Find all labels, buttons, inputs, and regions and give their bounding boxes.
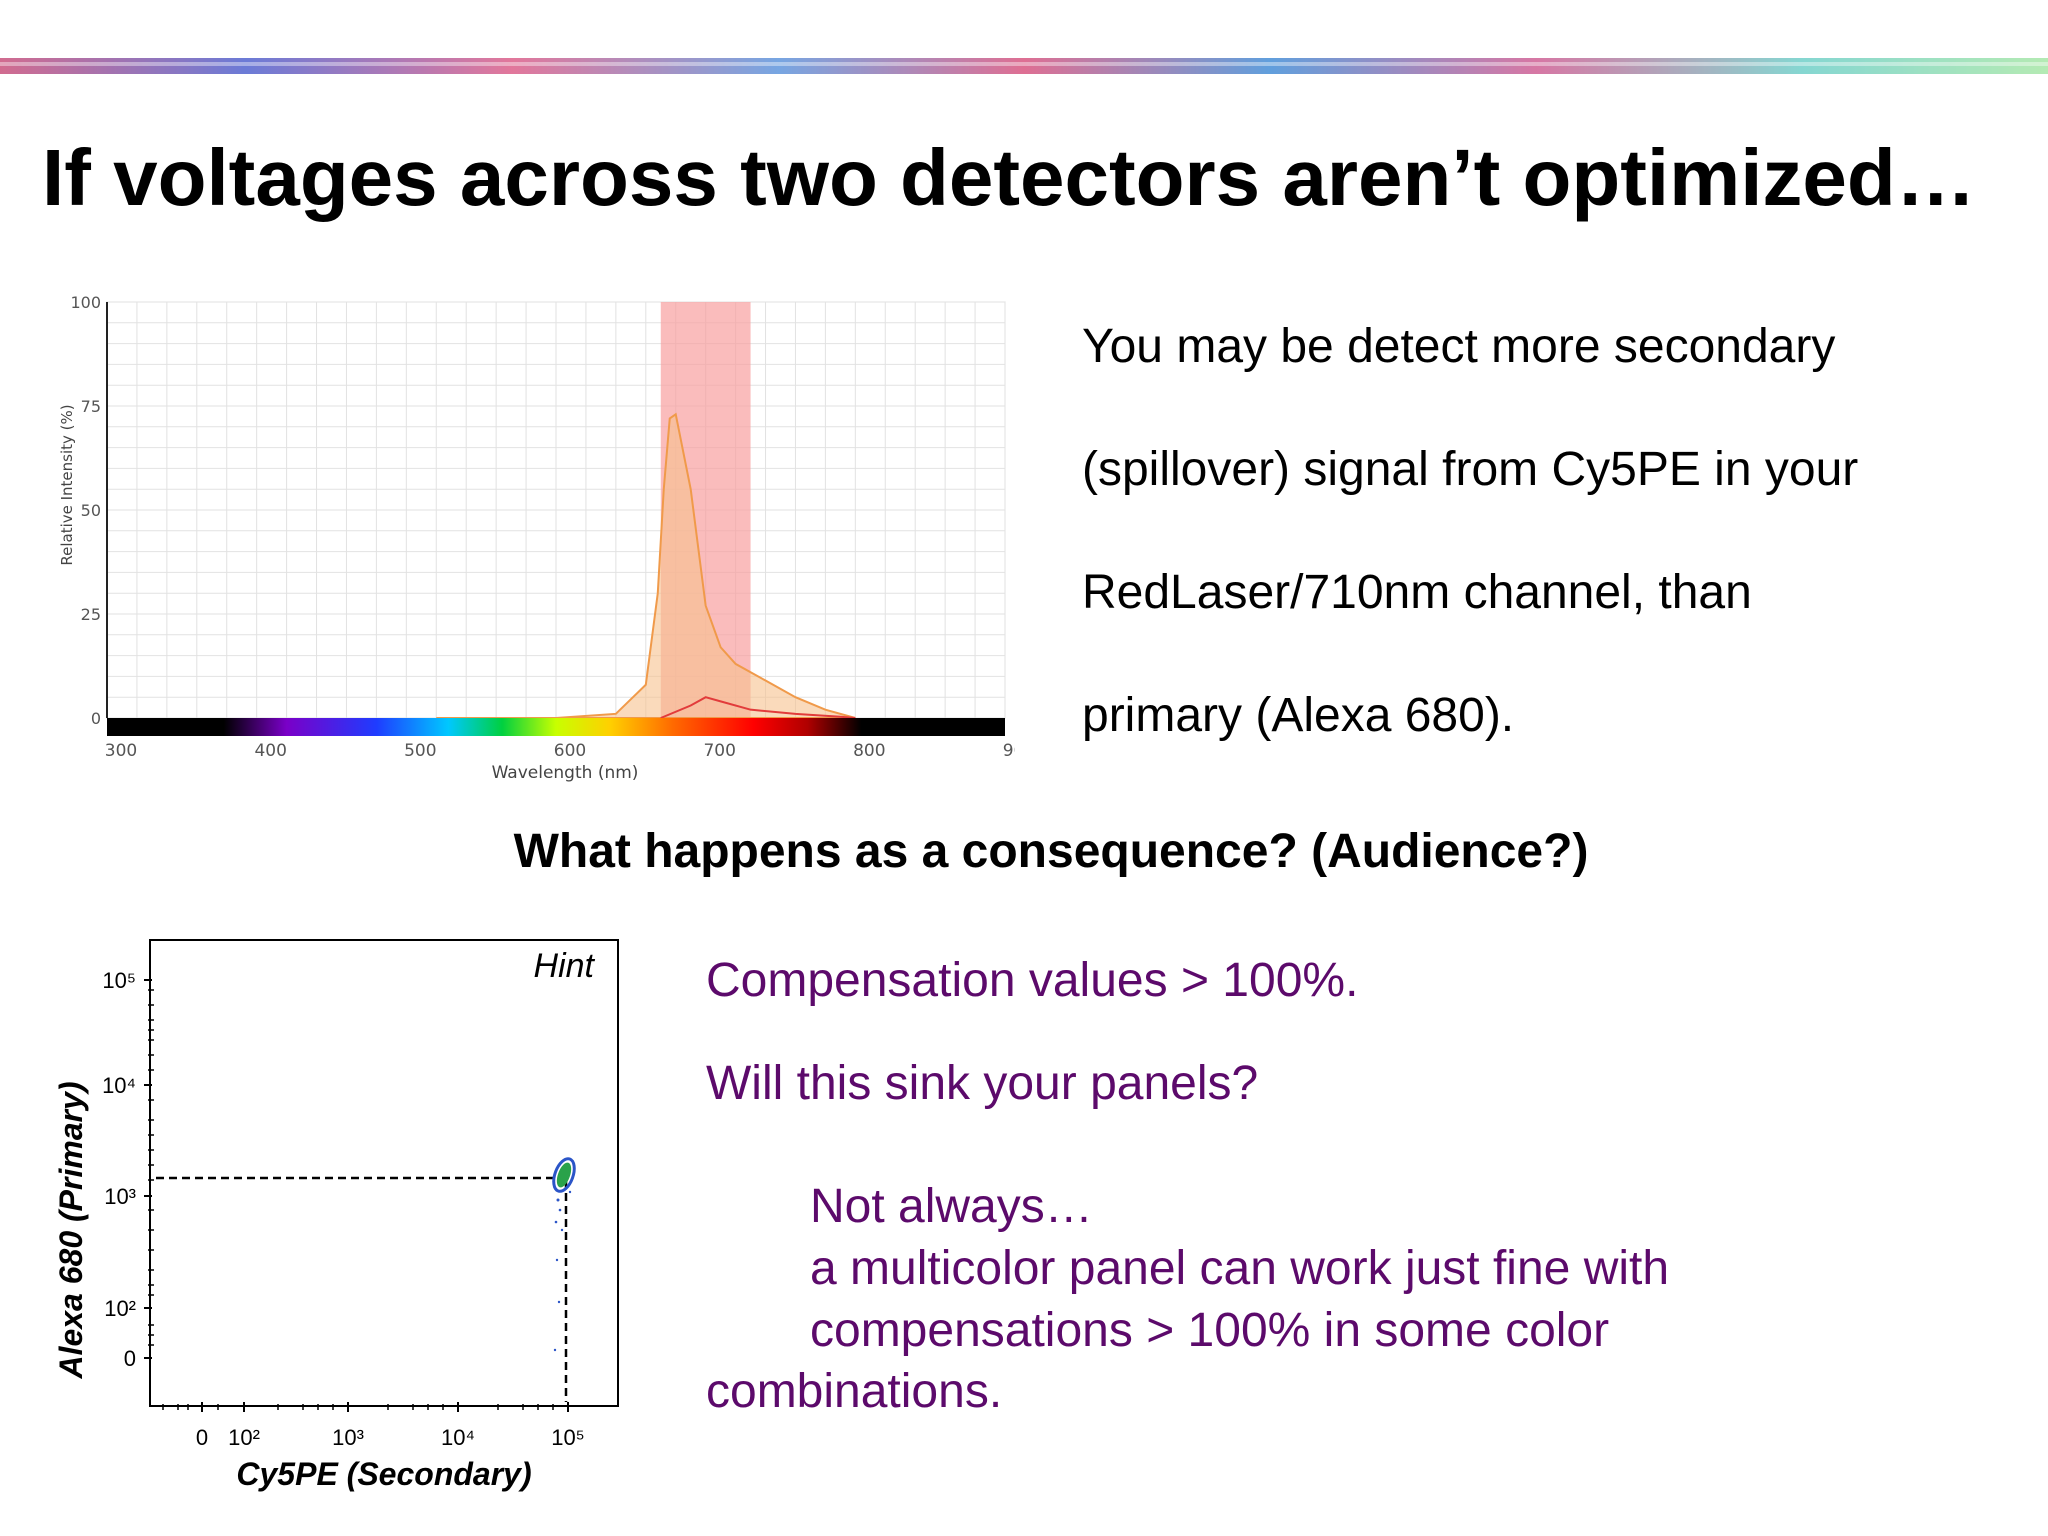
scatter-plot-frame	[149, 939, 619, 1407]
hint-annotation: Hint	[534, 947, 596, 985]
top-decorative-stripe	[0, 58, 2048, 74]
x-tick-label: 700	[703, 741, 735, 761]
event-dot	[556, 1198, 560, 1202]
description-line: You may be detect more secondary	[1082, 320, 1836, 373]
event-dot	[568, 1190, 572, 1194]
y-tick-label: 10³	[104, 1184, 136, 1209]
answer-compensations: compensations > 100% in some color	[810, 1304, 1610, 1357]
x-tick-label: 400	[254, 741, 286, 761]
x-tick-label: 10⁵	[551, 1425, 585, 1450]
x-tick-label: 300	[105, 741, 137, 761]
description-line: (spillover) signal from Cy5PE in your	[1082, 443, 1859, 496]
y-tick-label: 10⁴	[102, 1073, 136, 1098]
answer-multicolor-panel: a multicolor panel can work just fine wi…	[810, 1242, 1670, 1295]
cell-population-dots	[552, 1157, 576, 1352]
x-tick-label: 10³	[332, 1425, 364, 1450]
answer-combinations: combinations.	[706, 1365, 1003, 1418]
event-dot	[558, 1208, 562, 1212]
y-tick-label: 10²	[104, 1296, 136, 1321]
description-line: RedLaser/710nm channel, than	[1082, 566, 1752, 619]
event-dot	[560, 1228, 564, 1232]
consequence-question: What happens as a consequence? (Audience…	[513, 825, 1589, 878]
event-dot	[554, 1220, 558, 1224]
x-tick-label: 10⁴	[441, 1425, 475, 1450]
wavelength-rainbow-bar	[107, 718, 1005, 736]
answer-sink-question: Will this sink your panels?	[706, 1057, 1259, 1110]
x-tick-label: 10²	[228, 1425, 260, 1450]
spectrum-y-axis-label: Relative Intensity (%)	[58, 404, 76, 565]
y-tick-label: 75	[81, 397, 101, 416]
x-tick-label: 500	[404, 741, 436, 761]
spectrum-grid	[106, 301, 1006, 719]
x-tick-label: 600	[554, 741, 586, 761]
event-dot	[555, 1258, 559, 1262]
x-tick-label: 0	[196, 1425, 208, 1450]
population-core	[556, 1162, 572, 1188]
y-tick-label: 25	[81, 605, 101, 624]
scatter-y-axis-label: Alexa 680 (Primary)	[53, 1081, 89, 1379]
y-tick-label: 100	[70, 293, 101, 312]
spectrum-series	[436, 412, 856, 719]
y-tick-label: 0	[124, 1346, 136, 1371]
scatter-minor-ticks	[148, 989, 554, 1410]
y-tick-label: 10⁵	[102, 968, 136, 993]
scatter-x-axis-label: Cy5PE (Secondary)	[236, 1456, 531, 1492]
x-tick-label: 800	[853, 741, 885, 761]
spectrum-x-ticks: 300 400 500 600 700 800 900	[105, 741, 1015, 761]
y-tick-label: 0	[91, 709, 101, 728]
answer-not-always: Not always…	[810, 1180, 1093, 1233]
emission-spectrum-chart: 300 400 500 600 700 800 900 0 25 50 75 100 Wavelen…	[58, 293, 1015, 783]
scatter-x-ticks: 0 10² 10³ 10⁴ 10⁵	[196, 1402, 585, 1450]
description-line: primary (Alexa 680).	[1082, 689, 1515, 742]
spectrum-y-ticks: 0 25 50 75 100	[70, 293, 101, 728]
scatter-y-ticks: 0 10² 10³ 10⁴ 10⁵	[102, 968, 152, 1371]
compensation-scatter-plot: 0 10² 10³ 10⁴ 10⁵ 0 10² 10³ 10⁴ 10⁵ Hint Cy5PE (…	[53, 939, 619, 1492]
y-tick-label: 50	[81, 501, 101, 520]
description-text: You may be detect more secondary (spillo…	[1082, 285, 2022, 777]
rainbow-bar	[107, 718, 1005, 736]
event-dot	[553, 1348, 557, 1352]
event-dot	[557, 1300, 561, 1304]
population-halo	[552, 1157, 576, 1193]
x-tick-label: 900	[1003, 741, 1015, 761]
spectrum-x-axis-label: Wavelength (nm)	[492, 763, 639, 783]
primary-emission-curve	[436, 412, 856, 719]
slide-title: If voltages across two detectors aren’t …	[42, 133, 1976, 222]
answer-compensation-values: Compensation values > 100%.	[706, 954, 1359, 1007]
secondary-emission-curve	[660, 696, 856, 719]
